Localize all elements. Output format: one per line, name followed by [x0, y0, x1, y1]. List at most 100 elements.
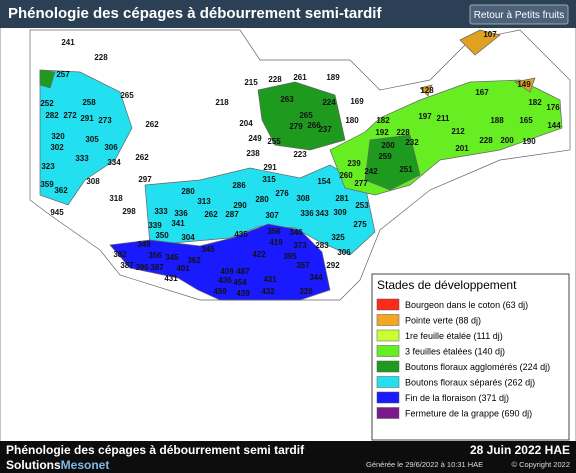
map-label: 276	[275, 189, 289, 198]
map-label: 252	[40, 99, 54, 108]
map-label: 165	[519, 116, 533, 125]
map-label: 190	[522, 137, 536, 146]
map-label: 359	[40, 180, 54, 189]
region-cyan	[39, 69, 133, 206]
map-label: 318	[109, 194, 123, 203]
map-label: 356	[267, 227, 281, 236]
map-label: 292	[326, 261, 340, 270]
map-label: 182	[528, 98, 542, 107]
back-button[interactable]: Retour à Petits fruits	[469, 4, 569, 25]
map-label: 259	[378, 152, 392, 161]
map-label: 395	[283, 252, 297, 261]
map-label: 281	[335, 194, 349, 203]
map-label: 345	[165, 253, 179, 262]
map-label: 242	[364, 167, 378, 176]
map-label: 232	[405, 138, 419, 147]
legend-label: Boutons floraux agglomérés (224 dj)	[405, 362, 550, 372]
brand-part: Solutions	[6, 458, 61, 472]
region-blue	[109, 223, 331, 301]
map-regions	[29, 29, 571, 301]
map-label: 454	[233, 278, 247, 287]
map-label: 128	[420, 86, 434, 95]
map-label: 306	[104, 143, 118, 152]
map-label: 212	[451, 127, 465, 136]
map-label: 315	[262, 175, 276, 184]
map-label: 431	[164, 274, 178, 283]
map-label: 201	[455, 144, 469, 153]
legend-swatch	[376, 407, 400, 419]
map-label: 304	[181, 233, 195, 242]
map-label: 291	[263, 163, 277, 172]
map-label: 241	[61, 38, 75, 47]
map-label: 218	[215, 98, 229, 107]
map-label: 228	[94, 53, 108, 62]
region-cyan	[144, 164, 376, 256]
map-label: 200	[381, 141, 395, 150]
legend-swatch	[376, 376, 400, 388]
map-label: 320	[299, 287, 313, 296]
map-label: 339	[148, 221, 162, 230]
map-label: 253	[355, 201, 369, 210]
map-label: 298	[122, 207, 136, 216]
map-label: 257	[56, 70, 70, 79]
map-label: 308	[86, 177, 100, 186]
header-title: Phénologie des cépages à débourrement se…	[8, 5, 382, 22]
map-label: 345	[201, 245, 215, 254]
map-label: 238	[246, 149, 260, 158]
map-label: 192	[375, 128, 389, 137]
map-label: 265	[120, 91, 134, 100]
map-label: 249	[248, 134, 262, 143]
map-label: 180	[345, 116, 359, 125]
button-box[interactable]	[469, 4, 569, 25]
map-label: 431	[263, 275, 277, 284]
footer-title: Phénologie des cépages à débourrement se…	[6, 443, 305, 457]
map-label: 263	[280, 95, 294, 104]
map-label: 459	[213, 287, 227, 296]
map-label: 188	[490, 116, 504, 125]
map-label: 373	[293, 241, 307, 250]
map-label: 362	[187, 256, 201, 265]
region-darkgreen	[257, 81, 346, 151]
map-label: 336	[174, 209, 188, 218]
map-label: 439	[236, 289, 250, 298]
map-label: 215	[244, 78, 258, 87]
map-label: 356	[148, 251, 162, 260]
region-darkgreen	[364, 134, 421, 191]
map-label: 382	[113, 250, 127, 259]
map-label: 277	[354, 179, 368, 188]
map-label: 154	[317, 177, 331, 186]
map-label: 167	[475, 88, 489, 97]
legend-label: 1re feuille étalée (111 dj)	[405, 331, 503, 341]
legend: Stades de développement Bourgeon dans le…	[371, 273, 570, 441]
map-label: 197	[418, 112, 432, 121]
legend-items: Bourgeon dans le coton (63 dj) Pointe ver…	[376, 298, 550, 419]
legend-title: Stades de développement	[377, 278, 517, 292]
legend-swatch	[376, 360, 400, 373]
map-label: 169	[350, 97, 364, 106]
map-label: 435	[234, 230, 248, 239]
map-label: 189	[326, 73, 340, 82]
map-label: 945	[50, 208, 64, 217]
footer-generated: Générée le 29/6/2022 à 10:31 HAE	[366, 460, 483, 469]
map-label: 419	[269, 238, 283, 247]
legend-label: Boutons floraux séparés (262 dj)	[405, 378, 535, 388]
map-label: 343	[315, 209, 329, 218]
map-label: 349	[137, 240, 151, 249]
footer-copyright: © Copyright 2022	[512, 460, 570, 469]
map-label: 228	[268, 75, 282, 84]
map-label: 275	[353, 220, 367, 229]
map-label: 307	[265, 211, 279, 220]
button-label[interactable]: Retour à Petits fruits	[474, 10, 565, 21]
map-label: 308	[296, 194, 310, 203]
map-label: 297	[138, 175, 152, 184]
map-label: 237	[318, 125, 332, 134]
map-label: 432	[261, 287, 275, 296]
map-label: 350	[155, 231, 169, 240]
map-label: 362	[54, 186, 68, 195]
map-label: 401	[176, 264, 190, 273]
map-label: 344	[309, 273, 323, 282]
map-label: 282	[45, 111, 59, 120]
